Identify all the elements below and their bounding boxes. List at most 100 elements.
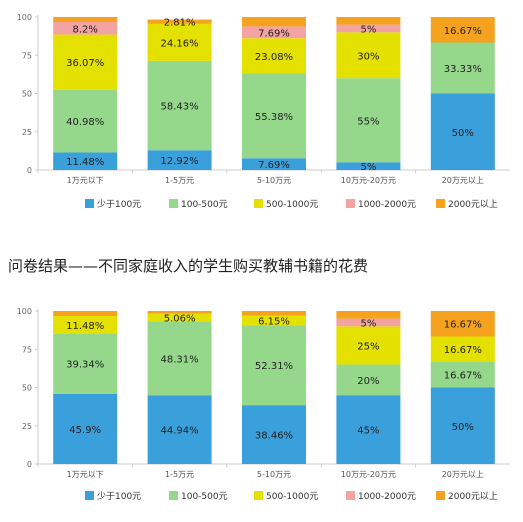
bar-segment xyxy=(53,311,118,317)
bar-segment xyxy=(336,162,401,170)
y-tick-label: 25 xyxy=(22,128,32,137)
data-label: 36.07% xyxy=(66,58,104,69)
bar-segment xyxy=(242,158,306,170)
data-label: 8.2% xyxy=(72,24,97,35)
bar-segment xyxy=(242,73,306,159)
bar-segment xyxy=(242,311,306,316)
bar-segment xyxy=(336,17,401,25)
chart-caption: 问卷结果——不同家庭收入的学生购买教辅书籍的花费 xyxy=(8,257,369,275)
legend-swatch xyxy=(346,491,355,500)
bar-segment xyxy=(147,313,212,322)
legend-swatch xyxy=(346,199,355,208)
data-label: 33.33% xyxy=(444,64,482,75)
bar-segment xyxy=(430,310,495,337)
bar-segment xyxy=(147,60,212,151)
y-tick-label: 75 xyxy=(22,345,32,354)
bar-segment xyxy=(242,405,306,464)
y-tick-label: 50 xyxy=(22,90,32,99)
legend-label: 少于100元 xyxy=(97,491,141,502)
data-label: 20% xyxy=(357,376,379,387)
bar-segment xyxy=(242,38,306,74)
category-label: 20万元以上 xyxy=(442,470,484,479)
bar-segment xyxy=(242,17,306,27)
data-label: 16.67% xyxy=(444,371,482,382)
bar-segment xyxy=(242,315,306,326)
data-label: 45% xyxy=(357,426,379,437)
bar-segment xyxy=(242,26,306,39)
data-label: 58.43% xyxy=(161,102,199,113)
category-label: 1万元以下 xyxy=(67,470,104,479)
data-label: 7.69% xyxy=(258,28,290,39)
data-label: 23.08% xyxy=(255,52,293,63)
data-label: 6.15% xyxy=(258,316,290,327)
data-label: 52.31% xyxy=(255,361,293,372)
y-tick-label: 75 xyxy=(22,51,32,60)
legend-swatch xyxy=(169,199,178,208)
legend-label: 2000元以上 xyxy=(448,491,498,502)
category-label: 10万元-20万元 xyxy=(341,176,396,185)
data-label: 38.46% xyxy=(255,431,293,442)
bar-segment xyxy=(147,395,212,464)
bar-segment xyxy=(53,34,118,90)
data-label: 16.67% xyxy=(444,320,482,331)
bar-segment xyxy=(430,93,495,170)
category-label: 20万元以上 xyxy=(442,176,484,185)
legend-swatch xyxy=(169,491,178,500)
bar-segment xyxy=(147,311,212,314)
bar-segment xyxy=(53,16,118,23)
chart-bottom: 0 25 50 75 100 45.9% 39.34% 11.48% 1万元以下 44.94% 48… xyxy=(17,307,510,502)
category-label: 10万元-20万元 xyxy=(341,470,396,479)
category-label: 5-10万元 xyxy=(257,470,291,479)
category-label: 1-5万元 xyxy=(165,470,194,479)
legend-label: 100-500元 xyxy=(181,200,228,210)
data-label: 39.34% xyxy=(66,360,104,371)
data-label: 11.48% xyxy=(66,321,104,332)
data-label: 16.67% xyxy=(444,26,482,37)
data-label: 5% xyxy=(360,318,376,329)
data-label: 5% xyxy=(360,24,376,35)
legend-label: 1000-2000元 xyxy=(358,200,416,210)
legend-label: 2000元以上 xyxy=(448,199,498,210)
y-tick-label: 0 xyxy=(27,166,32,175)
data-label: 24.16% xyxy=(161,38,199,49)
data-label: 48.31% xyxy=(161,354,199,365)
legend-label: 500-1000元 xyxy=(266,492,318,502)
bar-segment xyxy=(430,336,495,362)
bar-segment xyxy=(147,23,212,61)
bar-segment xyxy=(336,24,401,33)
y-tick-label: 25 xyxy=(22,422,32,431)
data-label: 55.38% xyxy=(255,112,293,123)
data-label: 40.98% xyxy=(66,117,104,128)
bar-segment xyxy=(147,321,212,396)
bar-segment xyxy=(53,316,118,334)
data-label: 30% xyxy=(357,51,379,62)
data-label: 5% xyxy=(360,162,376,173)
bar-segment xyxy=(336,78,401,163)
chart-top: 0 25 50 75 100 11.48% 40.98% 36.07% 8.2% 1万元以下 12.… xyxy=(17,13,510,210)
data-label: 11.48% xyxy=(66,157,104,168)
bar-segment xyxy=(53,393,118,464)
legend-label: 500-1000元 xyxy=(266,200,318,210)
bar-segment xyxy=(147,19,212,24)
data-label: 5.06% xyxy=(164,313,196,324)
bar-segment xyxy=(53,89,118,153)
y-tick-label: 100 xyxy=(17,13,32,22)
bar-segment xyxy=(53,333,118,394)
bar-segment xyxy=(242,325,306,406)
legend-swatch xyxy=(85,491,94,500)
legend-swatch xyxy=(254,199,263,208)
y-tick-label: 100 xyxy=(17,307,32,316)
legend-swatch xyxy=(85,199,94,208)
legend-label: 1000-2000元 xyxy=(358,492,416,502)
legend-label: 100-500元 xyxy=(181,492,228,502)
legend-swatch xyxy=(254,491,263,500)
bar-segment xyxy=(336,32,401,79)
data-label: 2.81% xyxy=(164,18,196,29)
data-label: 7.69% xyxy=(258,160,290,171)
category-label: 1-5万元 xyxy=(165,176,194,185)
bar-segment xyxy=(336,326,401,365)
bar-segment xyxy=(147,150,212,170)
data-label: 45.9% xyxy=(69,425,101,436)
bar-segment xyxy=(430,387,495,464)
